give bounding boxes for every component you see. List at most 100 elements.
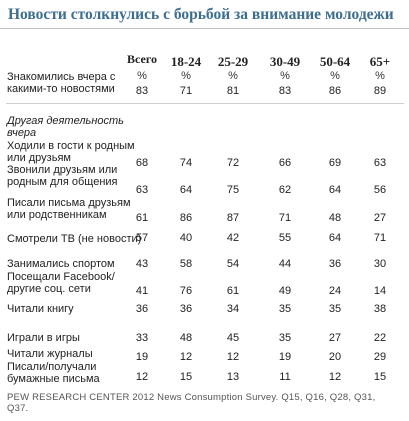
percent-sign-1: % (181, 70, 191, 82)
row-4-value-1: 58 (179, 258, 193, 270)
row-label-7: Играли в игры (7, 332, 80, 344)
row-5-value-0: 41 (135, 285, 149, 297)
top-row-value-5: 89 (373, 85, 387, 97)
row-0-value-5: 63 (373, 157, 387, 169)
row-9-value-0: 12 (135, 371, 149, 383)
percent-sign-0: % (137, 70, 147, 82)
row-2-value-2: 87 (226, 212, 240, 224)
row-9-value-3: 11 (279, 371, 291, 383)
row-label-9-line-1: бумажные письма (7, 373, 100, 385)
column-header-4: 50-64 (319, 54, 351, 69)
row-2-value-5: 27 (373, 212, 387, 224)
row-3-value-4: 64 (328, 232, 342, 244)
row-8-value-3: 19 (278, 351, 292, 363)
row-3-value-0: 57 (135, 232, 149, 244)
row-label-0-line-1: или друзьям (7, 152, 71, 164)
row-6-value-0: 36 (135, 303, 149, 315)
row-2-value-0: 61 (135, 212, 149, 224)
row-0-value-4: 69 (328, 157, 342, 169)
row-6-value-3: 35 (278, 303, 292, 315)
row-7-value-1: 48 (179, 332, 193, 344)
top-row-value-4: 86 (328, 85, 342, 97)
column-header-5: 65+ (369, 54, 391, 69)
row-3-value-2: 42 (226, 232, 240, 244)
row-2-value-4: 48 (328, 212, 342, 224)
row-0-value-2: 72 (226, 157, 240, 169)
row-9-value-4: 12 (328, 371, 342, 383)
footer-line-1: PEW RESEARCH CENTER 2012 News Consumptio… (7, 392, 376, 403)
row-1-value-0: 63 (135, 184, 149, 196)
row-label-6: Читали книгу (7, 303, 74, 315)
row-2-value-1: 86 (179, 212, 193, 224)
row-5-value-3: 49 (278, 285, 292, 297)
row-1-value-4: 64 (328, 184, 342, 196)
row-label-3: Смотрели ТВ (не новости) (7, 233, 142, 245)
column-header-0: Всего (127, 52, 157, 66)
row-5-value-4: 24 (328, 285, 342, 297)
row-7-value-3: 35 (278, 332, 292, 344)
row-4-value-5: 30 (373, 258, 387, 270)
row-3-value-3: 55 (278, 232, 292, 244)
row-0-value-1: 74 (179, 157, 193, 169)
row-label-5-line-1: другие соц. сети (7, 283, 91, 295)
row-label-1-line-0: Звонили друзьям или (7, 164, 118, 176)
row-5-value-1: 76 (179, 285, 193, 297)
row-9-value-2: 13 (226, 371, 240, 383)
row-3-value-1: 40 (179, 232, 193, 244)
row-label-5-line-0: Посещали Facebook/ (7, 271, 115, 283)
title-rule (0, 28, 409, 29)
row-8-value-0: 19 (135, 351, 149, 363)
row-8-value-1: 12 (179, 351, 193, 363)
row-1-value-2: 75 (226, 184, 240, 196)
row-4-value-0: 43 (135, 258, 149, 270)
row-label-1-line-1: родным для общения (7, 176, 118, 188)
row-6-value-2: 34 (226, 303, 240, 315)
footer-line-2: Q37. (7, 403, 29, 414)
row-4-value-4: 36 (328, 258, 342, 270)
top-row-value-2: 81 (226, 85, 240, 97)
top-row-value-0: 83 (135, 85, 149, 97)
source-footer: PEW RESEARCH CENTER 2012 News Consumptio… (7, 392, 407, 414)
row-label-2-line-0: Писали письма друзьям (7, 197, 131, 209)
row-6-value-1: 36 (179, 303, 193, 315)
row-9-value-5: 15 (373, 371, 387, 383)
row-7-value-5: 22 (373, 332, 387, 344)
row-6-value-5: 38 (373, 303, 387, 315)
row-label-top-line-0: Знакомились вчера с (7, 71, 116, 83)
row-5-value-5: 14 (373, 285, 387, 297)
chart-title: Новости столкнулись с борьбой за внимани… (8, 6, 394, 23)
row-8-value-4: 20 (328, 351, 342, 363)
row-9-value-1: 15 (179, 371, 193, 383)
row-1-value-1: 64 (179, 184, 193, 196)
row-label-0-line-0: Ходили в гости к родным (7, 140, 135, 152)
row-label-8: Читали журналы (7, 348, 93, 360)
row-label-9-line-0: Писали/получали (7, 361, 97, 373)
section-divider (6, 103, 404, 104)
row-6-value-4: 35 (328, 303, 342, 315)
top-row-value-3: 83 (278, 85, 292, 97)
row-4-value-3: 44 (278, 258, 292, 270)
row-4-value-2: 54 (226, 258, 240, 270)
row-3-value-5: 71 (373, 232, 387, 244)
row-2-value-3: 71 (278, 212, 292, 224)
top-row-value-1: 71 (179, 85, 193, 97)
percent-sign-2: % (228, 70, 238, 82)
row-0-value-3: 66 (278, 157, 292, 169)
row-8-value-5: 29 (373, 351, 387, 363)
row-7-value-2: 45 (226, 332, 240, 344)
row-1-value-3: 62 (278, 184, 292, 196)
row-0-value-0: 68 (135, 157, 149, 169)
column-header-2: 25-29 (217, 54, 249, 69)
percent-sign-5: % (375, 70, 385, 82)
row-1-value-5: 56 (373, 184, 387, 196)
row-label-4: Занимались спортом (7, 258, 115, 270)
row-7-value-4: 27 (328, 332, 342, 344)
row-8-value-2: 12 (226, 351, 240, 363)
section-label-line-0: Другая деятельность (7, 115, 124, 127)
row-label-2-line-1: или родственникам (7, 209, 107, 221)
column-header-3: 30-49 (269, 54, 301, 69)
percent-sign-4: % (330, 70, 340, 82)
row-7-value-0: 33 (135, 332, 149, 344)
column-header-1: 18-24 (170, 54, 202, 69)
row-5-value-2: 61 (226, 285, 240, 297)
